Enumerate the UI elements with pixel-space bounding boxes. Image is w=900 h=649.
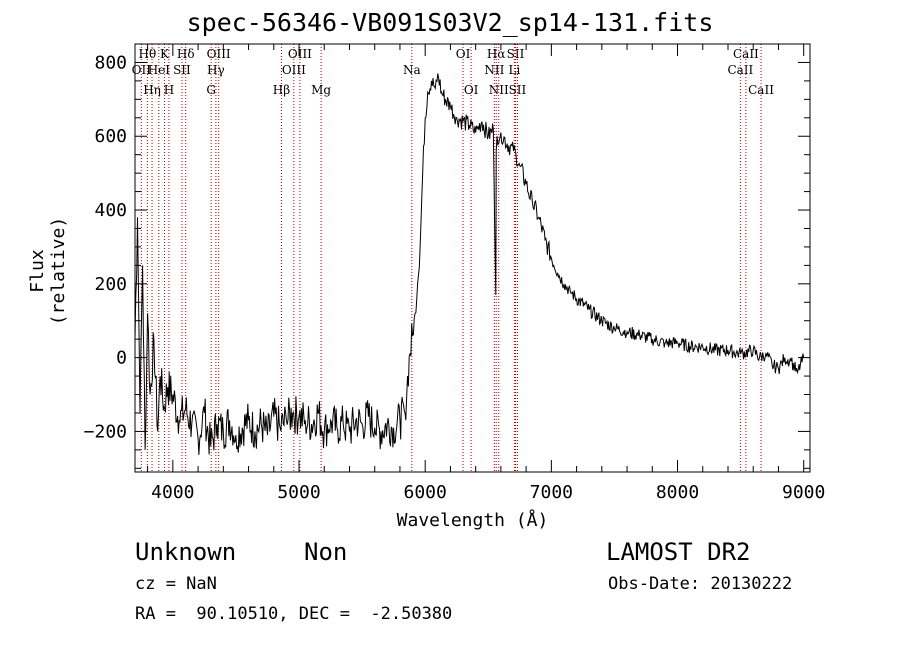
line-marker-label: SII (507, 47, 525, 61)
y-tick-label: 600 (94, 126, 127, 147)
obs-date-label: Obs-Date: 20130222 (608, 574, 793, 594)
line-marker-label: OIII (207, 47, 231, 61)
survey-label: LAMOST DR2 (606, 538, 751, 566)
class-label: Unknown (135, 538, 237, 566)
line-marker-label: Mg (311, 83, 331, 97)
y-tick-label: −200 (84, 421, 127, 442)
line-marker-label: NII (489, 83, 509, 97)
x-tick-label: 8000 (656, 482, 699, 503)
line-marker-label: OII (132, 63, 152, 77)
line-marker-label: Hη (143, 83, 161, 97)
x-tick-label: 5000 (277, 482, 320, 503)
radec-label: RA = 90.10510, DEC = -2.50380 (135, 604, 453, 624)
line-marker-label: OIII (288, 47, 312, 61)
x-tick-label: 9000 (782, 482, 825, 503)
line-marker-label: OI (456, 47, 471, 61)
line-marker-label: CaII (733, 47, 759, 61)
y-tick-label: 400 (94, 200, 127, 221)
line-marker-label: SII (509, 83, 527, 97)
line-marker-layer: OIIHθHηHeIKHSIIHδGHγOIIIHβOIIIOIIIMgNaOI… (132, 44, 774, 472)
line-marker-label: K (160, 47, 170, 61)
line-marker-label: G (206, 83, 216, 97)
line-marker-label: SII (173, 63, 191, 77)
chart-title: spec-56346-VB091S03V2_sp14-131.fits (186, 8, 714, 37)
line-marker-label: HeI (148, 63, 171, 77)
line-marker-label: H (164, 83, 174, 97)
series-layer (134, 73, 805, 455)
line-marker-label: Hβ (273, 83, 290, 97)
plot-frame (134, 43, 811, 473)
line-marker-label: Na (403, 63, 421, 77)
line-marker-label: CaII (727, 63, 753, 77)
subclass-label: Non (304, 538, 348, 566)
cz-label: cz = NaN (135, 574, 217, 594)
y-axis-label: Flux (relative) (27, 216, 69, 326)
spectrum-line (134, 73, 805, 455)
line-marker-label: Hδ (177, 47, 195, 61)
x-tick-label: 7000 (530, 482, 573, 503)
y-tick-label: 200 (94, 274, 127, 295)
line-marker-label: CaII (748, 83, 774, 97)
line-marker-label: Hα (487, 47, 506, 61)
y-tick-label: 800 (94, 52, 127, 73)
tick-layer: 4000 5000 6000 7000 8000 9000 −200 0 200 400 600 80… (84, 44, 825, 503)
line-marker-label: OIII (282, 63, 306, 77)
y-tick-label: 0 (116, 348, 127, 369)
line-marker-label: OI (464, 83, 479, 97)
x-axis-label: Wavelength (Å) (396, 510, 549, 531)
x-tick-label: 6000 (404, 482, 447, 503)
line-marker-label: Li (508, 63, 520, 77)
line-marker-label: Hγ (207, 63, 225, 77)
x-tick-label: 4000 (151, 482, 194, 503)
line-marker-label: NII (484, 63, 504, 77)
